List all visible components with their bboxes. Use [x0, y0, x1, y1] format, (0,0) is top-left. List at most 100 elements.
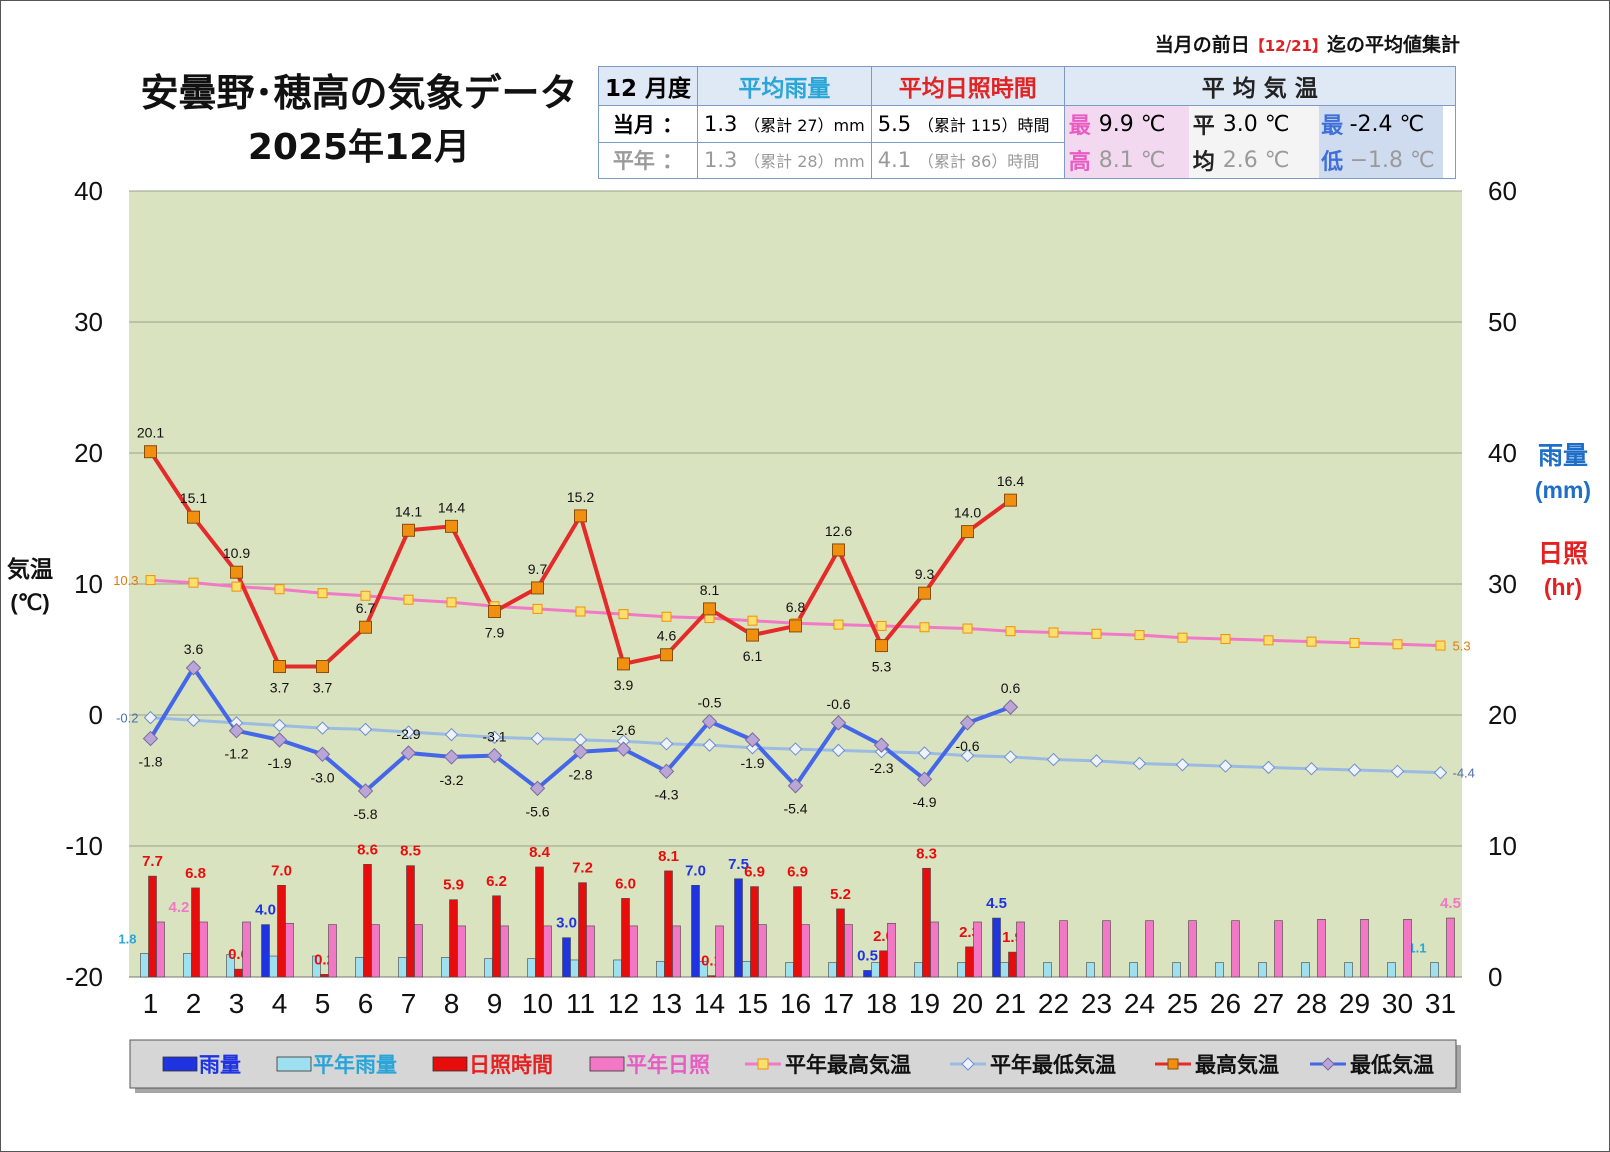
normal-max-point: [962, 623, 973, 634]
x-tick-label: 21: [995, 988, 1026, 1019]
normal-max-point: [274, 584, 285, 595]
min-temp-point: [572, 743, 589, 760]
max-temp-point: [445, 519, 458, 533]
sunshine-bar-label: 5.9: [443, 877, 464, 894]
normal-min-point: [444, 727, 459, 742]
max-temp-label: 6.8: [786, 599, 806, 615]
min-temp-label: -4.9: [912, 794, 936, 810]
normal-sunshine-bar: [887, 922, 896, 978]
normal-min-point: [788, 742, 803, 756]
normal-max-point: [1306, 636, 1317, 647]
normal-max-point: [1177, 632, 1188, 643]
max-label-1: 最: [1068, 114, 1091, 139]
normal-sunshine-bar: [1446, 917, 1455, 978]
normal-rain-bar: [1215, 962, 1224, 978]
min-temp-point: [228, 723, 245, 739]
normal-max-point: [1349, 637, 1360, 648]
normal-min-point: [960, 748, 975, 763]
sunshine-bar-label: 8.3: [916, 845, 937, 862]
min-temp-point: [529, 780, 546, 797]
x-tick-label: 26: [1210, 988, 1241, 1019]
x-tick-label: 2: [186, 988, 202, 1019]
normal-max-point: [1005, 626, 1016, 637]
x-tick-label: 9: [487, 988, 503, 1019]
max-temp-label: 14.1: [395, 503, 422, 519]
sunshine-bar: [750, 886, 759, 978]
normal-rain-bar: [656, 960, 665, 978]
normal-rain-bar: [1086, 962, 1095, 978]
x-tick-label: 17: [823, 988, 854, 1019]
sunshine-bar: [234, 968, 243, 978]
sunshine-bar: [277, 884, 286, 978]
rain-bar-label: 7.0: [685, 862, 706, 879]
max-temp-label: 14.0: [954, 505, 981, 521]
normal-min-point: [1347, 763, 1362, 777]
max-temp-point: [961, 525, 974, 539]
max-temp-label: 20.1: [137, 425, 164, 441]
x-tick-label: 3: [229, 988, 245, 1019]
normal-rain-bar: [914, 962, 923, 978]
min-temp-label: -2.8: [568, 767, 592, 783]
right-tick-label: 40: [1488, 438, 1517, 468]
summary-corner: 12 月度: [597, 66, 699, 106]
min-temp-point: [271, 732, 288, 748]
sunshine-bar: [793, 886, 802, 978]
rain-normal-value: 1.3: [704, 148, 738, 173]
normal-min-point: [1003, 750, 1018, 764]
sunshine-bar-label: 7.0: [271, 862, 292, 879]
min-temp-label: 3.6: [184, 641, 204, 657]
min-temp-point: [959, 715, 976, 731]
rain-normal-cum: （累計 28）mm: [744, 152, 865, 172]
max-temp-label: 6.7: [356, 600, 376, 616]
max-temp-point: [1004, 493, 1017, 507]
max-temp-label: 4.6: [657, 628, 677, 644]
normal-min-point: [487, 730, 502, 744]
max-temp-label: 15.2: [567, 489, 594, 505]
x-tick-label: 6: [358, 988, 374, 1019]
max-temp-label: 15.1: [180, 490, 207, 506]
max-temp-label: 12.6: [825, 523, 852, 539]
normal-rain-bar: [226, 954, 235, 978]
sunshine-bar: [578, 882, 587, 978]
normal-rain-bar: [441, 957, 450, 978]
normal-sunshine-bar: [1102, 920, 1111, 978]
normal-min-point: [1218, 759, 1233, 773]
normal-rain-bar: [613, 959, 622, 978]
min-temp-point: [142, 730, 159, 747]
legend-label: 雨量: [199, 1054, 241, 1077]
min-temp-point: [400, 745, 417, 761]
max-normal: 8.1 ℃: [1098, 147, 1166, 173]
max-temp-point: [789, 619, 802, 633]
rain-bar-label: 4.5: [986, 895, 1007, 912]
max-label-2: 高: [1068, 150, 1091, 175]
normal-rain-bar-label: 1.1: [1408, 941, 1426, 956]
x-tick-label: 28: [1296, 988, 1327, 1019]
max-temp-point: [359, 620, 372, 634]
normal-max-label: 5.3: [1453, 639, 1471, 654]
legend-marker: [961, 1057, 975, 1071]
temp-max-group: 最高 9.9 ℃ 8.1 ℃: [1064, 106, 1189, 178]
normal-sunshine-bar: [1360, 919, 1369, 978]
legend-label: 最低気温: [1350, 1053, 1434, 1077]
max-temp-label: 3.7: [270, 680, 290, 696]
sunshine-bar-label: 6.0: [615, 875, 636, 892]
normal-rain-bar: [1129, 962, 1138, 978]
normal-rain-bar: [1430, 962, 1439, 978]
min-temp-point: [873, 737, 890, 753]
left-axis-unit: (℃): [10, 590, 49, 615]
normal-min-point: [272, 718, 287, 733]
temp-min-group: 最低 -2.4 ℃ −1.8 ℃: [1318, 106, 1443, 178]
min-temp-point: [357, 783, 374, 799]
normal-min-label: -0.2: [116, 711, 138, 726]
aggregation-note: 当月の前日【12/21】迄の平均値集計: [1100, 30, 1460, 57]
sunshine-bar: [1008, 951, 1017, 978]
normal-rain-bar: [1387, 962, 1396, 978]
legend-marker: [1321, 1057, 1335, 1071]
normal-min-point: [143, 710, 158, 725]
normal-rain-bar: [699, 960, 708, 978]
sunshine-bar-label: 8.1: [658, 848, 679, 865]
temp-header: 平 均 気 温: [1063, 66, 1456, 106]
sun-current: 5.5 （累計 115）時間: [870, 105, 1065, 143]
normal-min-point: [702, 738, 717, 752]
normal-max-point: [833, 619, 844, 630]
